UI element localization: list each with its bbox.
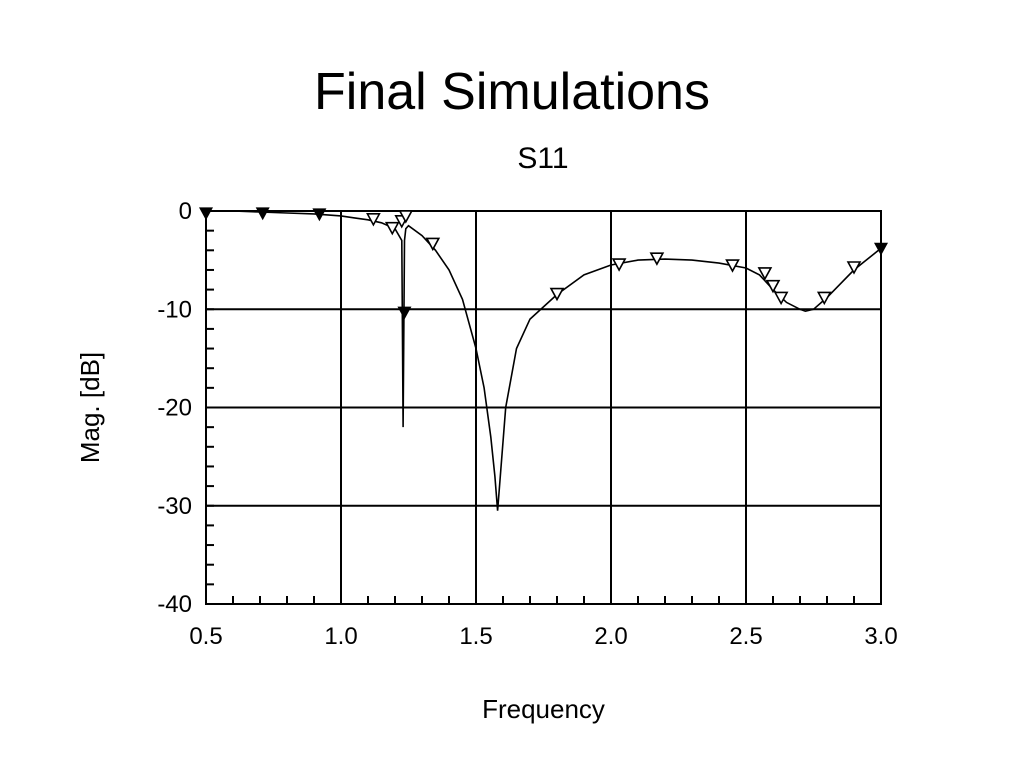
filled-marker (397, 306, 412, 320)
open-marker (816, 291, 832, 306)
x-tick-labels: 0.5 1.0 1.5 2.0 2.5 3.0 (189, 623, 897, 650)
x-tick-label: 1.5 (459, 623, 492, 650)
y-tick-label: -30 (157, 493, 192, 520)
open-marker (611, 258, 627, 272)
x-tick-label: 2.0 (594, 623, 627, 650)
y-tick-labels: 0 -10 -20 -30 -40 (157, 198, 192, 618)
open-marker (398, 210, 414, 224)
y-axis-label: Mag. [dB] (75, 352, 105, 463)
x-tick-label: 0.5 (189, 623, 222, 650)
s11-curve (206, 210, 882, 511)
open-marker (773, 291, 789, 306)
x-axis-label: Frequency (482, 694, 605, 724)
plot-frame (205, 210, 882, 605)
filled-marker (873, 242, 889, 256)
y-tick-label: -10 (157, 296, 192, 323)
y-tick-label: -40 (157, 591, 192, 618)
slide-title: Final Simulations (314, 63, 710, 121)
filled-marker (198, 207, 214, 221)
y-tick-label: 0 (179, 198, 192, 225)
open-marker (549, 287, 565, 302)
open-marker (366, 213, 381, 227)
y-tick-label: -20 (157, 395, 192, 422)
open-marker (846, 261, 862, 275)
x-tick-label: 3.0 (864, 623, 897, 650)
open-marker (765, 279, 781, 294)
markers (198, 207, 889, 320)
filled-marker (312, 208, 327, 222)
open-marker (384, 221, 400, 236)
open-marker (757, 267, 773, 281)
chart-title: S11 (517, 142, 569, 175)
open-marker (725, 259, 740, 273)
filled-marker (255, 207, 270, 221)
open-marker (649, 252, 665, 266)
grid (205, 210, 882, 605)
open-marker (425, 237, 441, 252)
x-tick-label: 2.5 (729, 623, 762, 650)
x-tick-label: 1.0 (324, 623, 357, 650)
